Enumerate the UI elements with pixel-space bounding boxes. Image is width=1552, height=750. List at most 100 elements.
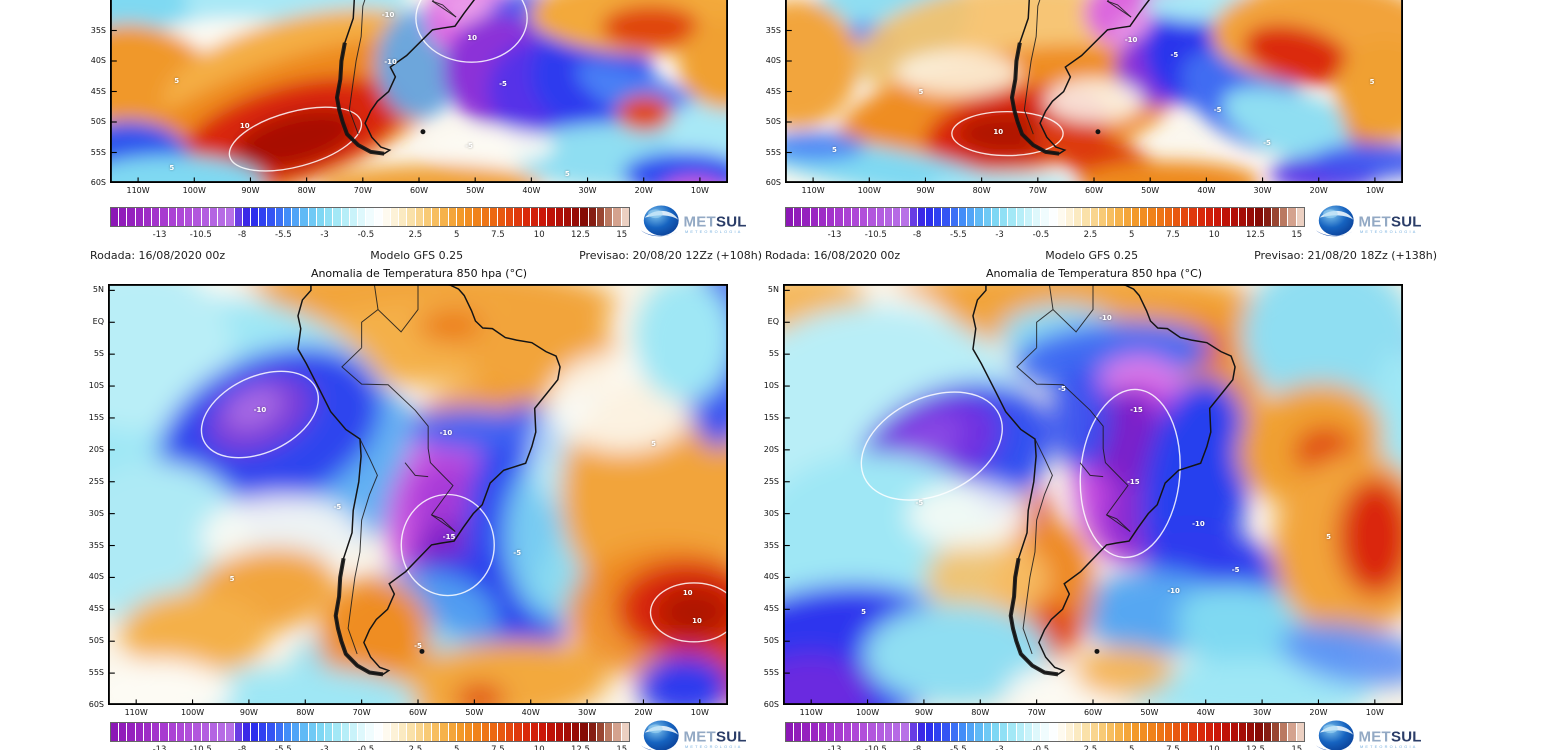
colorbar-segment: [456, 723, 466, 741]
colorbar-segment: [1041, 208, 1050, 226]
colorbar-tick-label: -13: [152, 745, 167, 750]
colorbar-segment: [432, 723, 441, 741]
colorbar-segment: [1082, 208, 1091, 226]
lat-tick-label: 45S: [90, 86, 106, 96]
colorbar-segment: [1033, 723, 1042, 741]
colorbar-segment: [259, 208, 268, 226]
colorbar-segment: [901, 723, 910, 741]
caption-row: Rodada: 16/08/2020 00z Modelo GFS 0.25 P…: [90, 249, 762, 263]
colorbar-tick-label: -0.5: [357, 745, 375, 750]
colorbar-segment: [958, 208, 968, 226]
colorbar-segment: [555, 723, 564, 741]
colorbar-segment: [925, 208, 935, 226]
colorbar-segment: [547, 723, 556, 741]
colorbar-segment: [1000, 208, 1009, 226]
lon-tick-label: 70W: [352, 708, 371, 717]
colorbar-tick-label: 2.5: [408, 745, 423, 750]
colorbar-segment: [456, 208, 466, 226]
colorbar-segment: [1090, 723, 1099, 741]
colorbar-segment: [1222, 208, 1231, 226]
lat-tick-label: 30S: [88, 508, 104, 518]
colorbar-segment: [1296, 723, 1304, 741]
colorbar-segment: [250, 208, 260, 226]
colorbar-segment: [374, 723, 383, 741]
colorbar-segment: [1181, 723, 1190, 741]
colorbar-segment: [810, 208, 819, 226]
colorbar-segment: [341, 723, 350, 741]
colorbar-segment: [135, 723, 144, 741]
colorbar-segment: [522, 208, 531, 226]
colorbar-segment: [423, 208, 433, 226]
colorbar-segment: [489, 723, 499, 741]
colorbar-segment: [1247, 208, 1256, 226]
colorbar-tick-label: -10.5: [864, 230, 887, 240]
lon-tick-label: 90W: [914, 708, 933, 717]
colorbar-segment: [440, 723, 449, 741]
lat-tick-label: 60S: [90, 178, 106, 187]
lon-tick-label: 60W: [1083, 708, 1103, 717]
colorbar-segment: [308, 723, 317, 741]
colorbar-tick-label: -3: [320, 745, 329, 750]
lon-tick-label: 40W: [1196, 708, 1215, 717]
colorbar-segment: [596, 723, 606, 741]
colorbar-segment: [1131, 723, 1141, 741]
colorbar-segment: [827, 208, 836, 226]
colorbar-segment: [1057, 723, 1066, 741]
colorbar-segment: [1082, 723, 1091, 741]
lon-tick-label: 50W: [1140, 708, 1159, 717]
lon-tick-label: 70W: [353, 186, 372, 195]
colorbar-segment: [185, 208, 194, 226]
metsul-logo: METSUL METEOROLOGIA: [1312, 714, 1438, 750]
colorbar-segment: [218, 208, 227, 226]
colorbar-segment: [201, 208, 210, 226]
colorbar-segment: [555, 208, 564, 226]
colorbar-segment: [1205, 208, 1215, 226]
run-label: Rodada: 16/08/2020 00z: [765, 249, 901, 262]
colorbar-segment: [226, 723, 235, 741]
colorbar-segment: [917, 208, 926, 226]
colorbar-tick-label: -8: [237, 230, 247, 240]
lat-tick-label: 40S: [88, 572, 104, 582]
svg-text:METEOROLOGIA: METEOROLOGIA: [685, 744, 742, 749]
colorbar-segment: [950, 723, 959, 741]
colorbar-segment: [325, 208, 334, 226]
colorbar-segment: [1288, 208, 1297, 226]
lat-tick-label: 25S: [88, 476, 104, 486]
colorbar-segment: [1024, 208, 1034, 226]
colorbar-segment: [498, 723, 507, 741]
colorbar-segment: [135, 208, 144, 226]
colorbar-segment: [786, 723, 795, 741]
colorbar-segment: [292, 208, 301, 226]
colorbar-row: -13 -10.5 -8 -5.5 -3 -0.5 2.5 5 7.5 10 12.5 15 METS…: [760, 205, 1440, 245]
colorbar-labels: -13 -10.5 -8 -5.5 -3 -0.5 2.5 5 7.5 10 12.5 15: [785, 745, 1305, 750]
colorbar-tick-label: -0.5: [1032, 745, 1050, 750]
colorbar-segment: [1107, 723, 1116, 741]
colorbar-segment: [547, 208, 556, 226]
colorbar-tick-label: 10: [1208, 745, 1220, 750]
colorbar-segment: [1288, 723, 1297, 741]
colorbar-segment: [1098, 208, 1108, 226]
colorbar-tick-label: 2.5: [408, 230, 423, 240]
lat-tick-label: 10S: [88, 381, 104, 391]
colorbar-tick-label: -5.5: [275, 230, 292, 240]
colorbar-segment: [522, 723, 531, 741]
colorbar-segment: [851, 723, 861, 741]
colorbar: [785, 722, 1305, 742]
colorbar-segment: [473, 208, 482, 226]
colorbar-segment: [193, 208, 202, 226]
colorbar-row: -13 -10.5 -8 -5.5 -3 -0.5 2.5 5 7.5 10 12.5 15 METS…: [85, 720, 765, 750]
lon-tick-label: 40W: [521, 708, 540, 717]
colorbar-segment: [580, 208, 589, 226]
colorbar-segment: [1197, 208, 1206, 226]
colorbar-segment: [407, 723, 416, 741]
map-plot-bottom-right: 5N EQ 5S 10S 15S 20S 25S 30S 35S 40S 45S 50S 55S 60S 1…: [764, 284, 1403, 717]
metsul-logo: METSUL METEOROLOGIA: [637, 199, 763, 245]
colorbar-segment: [563, 208, 573, 226]
colorbar-segment: [168, 723, 177, 741]
colorbar-tick-label: 7.5: [1166, 745, 1180, 750]
colorbar-segment: [818, 208, 828, 226]
colorbar-segment: [415, 208, 424, 226]
panel-top-left: 35S 40S 45S 50S 55S 60S 110W 100W 90W 80W 70W 60W 50…: [85, 0, 765, 246]
lon-tick-label: 30W: [1253, 708, 1272, 717]
colorbar-segment: [1008, 208, 1017, 226]
